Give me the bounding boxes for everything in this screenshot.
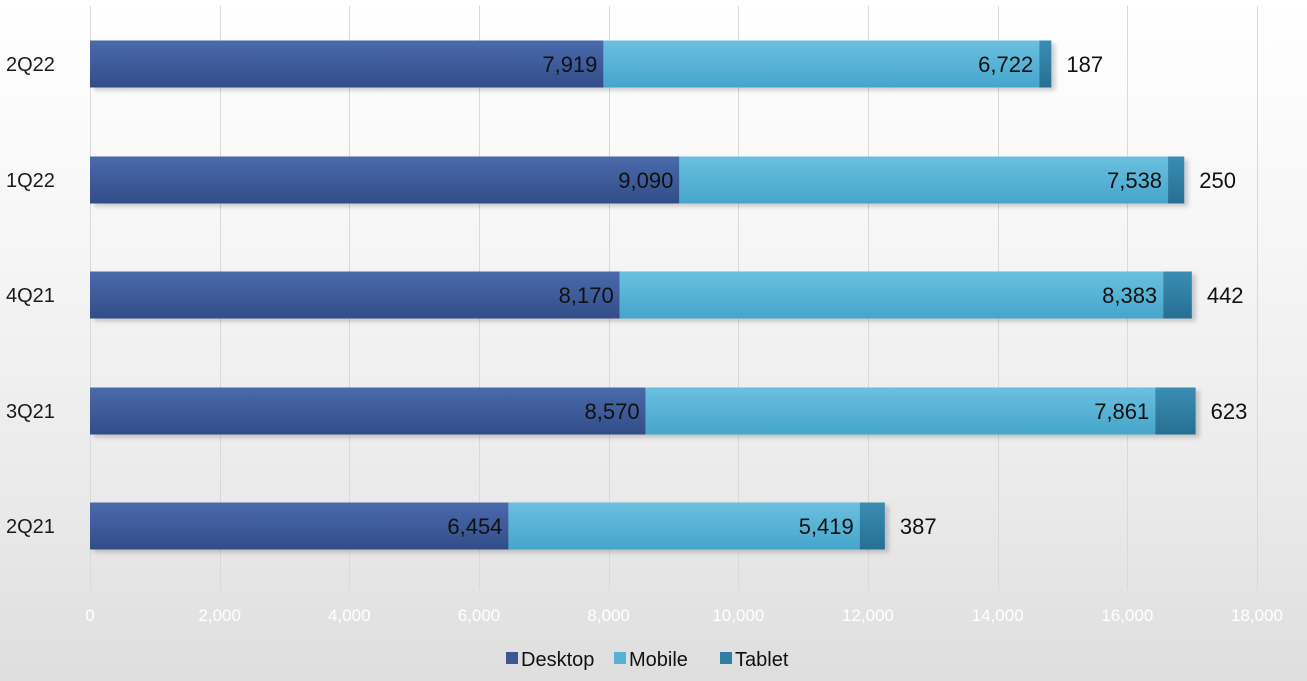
data-label-desktop: 6,454: [447, 514, 502, 539]
category-label: 3Q21: [6, 401, 55, 423]
data-label-tablet: 387: [900, 514, 937, 539]
legend: Desktop Mobile Tablet: [506, 649, 789, 671]
data-label-tablet: 250: [1199, 168, 1236, 193]
bar-desktop: [90, 40, 604, 88]
x-tick-label: 14,000: [972, 606, 1024, 625]
data-label-mobile: 8,383: [1102, 283, 1157, 308]
legend-label-mobile: Mobile: [629, 649, 688, 671]
data-label-tablet: 442: [1207, 283, 1244, 308]
x-tick-label: 8,000: [587, 606, 630, 625]
data-label-mobile: 5,419: [799, 514, 854, 539]
legend-swatch-tablet: [720, 652, 732, 664]
bar-mobile: [645, 387, 1156, 435]
bar-desktop: [90, 271, 620, 319]
data-label-mobile: 7,861: [1094, 399, 1149, 424]
bar-desktop: [90, 387, 646, 435]
x-tick-label: 12,000: [842, 606, 894, 625]
x-tick-label: 18,000: [1231, 606, 1283, 625]
bar-mobile: [619, 271, 1164, 319]
bar-row: [90, 387, 1196, 435]
category-label: 2Q22: [6, 54, 55, 76]
legend-label-tablet: Tablet: [735, 649, 789, 671]
data-label-mobile: 6,722: [978, 52, 1033, 77]
x-tick-label: 0: [85, 606, 94, 625]
x-tick-label: 4,000: [328, 606, 371, 625]
category-label: 2Q21: [6, 516, 55, 538]
legend-swatch-desktop: [506, 652, 518, 664]
bar-tablet: [1163, 271, 1192, 319]
bar-mobile: [603, 40, 1040, 88]
data-labels: 7,919 6,722 187 9,090 7,538 250 8,170 8,383 442 8…: [447, 52, 1247, 539]
bar-row: [90, 156, 1185, 204]
data-label-desktop: 9,090: [618, 168, 673, 193]
x-tick-label: 2,000: [198, 606, 241, 625]
bar-mobile: [508, 502, 860, 550]
bar-tablet: [1168, 156, 1185, 204]
category-label: 1Q22: [6, 170, 55, 192]
bar-row: [90, 40, 1052, 88]
data-label-tablet: 623: [1211, 399, 1248, 424]
y-axis-categories: 2Q22 1Q22 4Q21 3Q21 2Q21: [6, 54, 55, 538]
bar-desktop: [90, 156, 680, 204]
bar-tablet: [859, 502, 885, 550]
data-label-tablet: 187: [1066, 52, 1103, 77]
bar-row: [90, 271, 1192, 319]
data-label-mobile: 7,538: [1107, 168, 1162, 193]
data-label-desktop: 8,170: [559, 283, 614, 308]
x-tick-label: 16,000: [1101, 606, 1153, 625]
bar-tablet: [1039, 40, 1052, 88]
category-label: 4Q21: [6, 285, 55, 307]
bar-mobile: [679, 156, 1169, 204]
bar-tablet: [1155, 387, 1196, 435]
data-label-desktop: 8,570: [585, 399, 640, 424]
x-tick-label: 6,000: [458, 606, 501, 625]
x-tick-label: 10,000: [712, 606, 764, 625]
bars: [90, 40, 1196, 550]
x-axis-ticks: 0 2,000 4,000 6,000 8,000 10,000 12,000 14,000 1…: [85, 606, 1283, 625]
bar-row: [90, 502, 885, 550]
bar-desktop: [90, 502, 509, 550]
legend-swatch-mobile: [614, 652, 626, 664]
data-label-desktop: 7,919: [542, 52, 597, 77]
legend-label-desktop: Desktop: [521, 649, 594, 671]
